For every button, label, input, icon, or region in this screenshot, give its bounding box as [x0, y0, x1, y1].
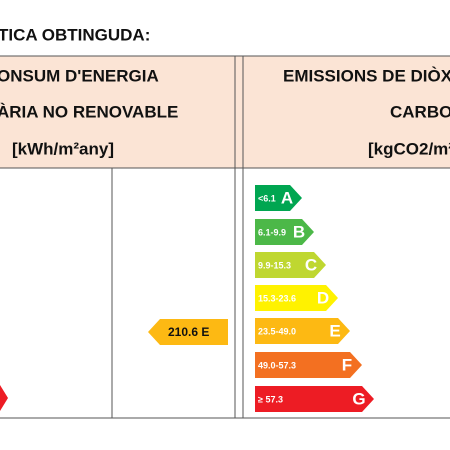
scale-bar [255, 386, 374, 412]
column-heading: ONSUM D'ENERGIA [0, 66, 159, 85]
section-title: TICA OBTINGUDA: [0, 25, 150, 44]
scale-range: 9.9-15.3 [258, 260, 291, 270]
scale-range: 23.5-49.0 [258, 326, 296, 336]
scale-letter: E [329, 321, 340, 340]
column-heading: CARBO [390, 102, 450, 121]
rating-value: 210.6 E [168, 325, 209, 339]
scale-letter: F [342, 355, 352, 374]
scale-range: 15.3-23.6 [258, 293, 296, 303]
scale-bar [255, 318, 350, 344]
rating-arrow-partial [0, 385, 8, 411]
scale-range: 6.1-9.9 [258, 227, 286, 237]
rating-arrow [148, 319, 228, 345]
scale-letter: B [293, 222, 305, 241]
scale-letter: G [352, 389, 365, 408]
scale-range: 49.0-57.3 [258, 360, 296, 370]
column-heading: EMISSIONS DE DIÒXI [283, 66, 450, 85]
scale-letter: A [281, 188, 293, 207]
scale-bar [255, 185, 302, 211]
column-unit: [kWh/m²any] [12, 139, 114, 158]
column-unit: [kgCO2/m² [368, 139, 450, 158]
scale-letter: D [317, 288, 329, 307]
scale-letter: C [305, 255, 317, 274]
scale-range: <6.1 [258, 193, 276, 203]
scale-bar [255, 219, 314, 245]
scale-bar [255, 252, 326, 278]
column-heading: ÀRIA NO RENOVABLE [0, 102, 178, 121]
header-row [0, 56, 450, 168]
rating-scale: <6.1 A 6.1-9.9 B 9.9-15.3 C 15.3-23.6 D 23.5-49.… [255, 185, 374, 412]
scale-range: ≥ 57.3 [258, 394, 283, 404]
scale-bar [255, 285, 338, 311]
scale-bar [255, 352, 362, 378]
